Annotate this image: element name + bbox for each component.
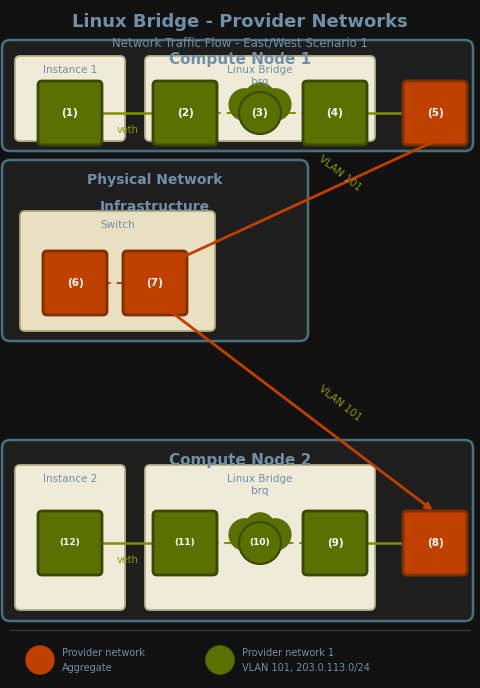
FancyBboxPatch shape [403, 81, 467, 145]
Text: Network Traffic Flow - East/West Scenario 1: Network Traffic Flow - East/West Scenari… [112, 36, 368, 49]
FancyBboxPatch shape [153, 511, 217, 575]
Circle shape [26, 646, 54, 674]
FancyBboxPatch shape [145, 56, 375, 141]
Circle shape [245, 83, 275, 112]
Text: veth: veth [117, 125, 138, 135]
Text: (4): (4) [326, 108, 343, 118]
Text: (11): (11) [175, 539, 195, 548]
Text: (1): (1) [61, 108, 78, 118]
FancyBboxPatch shape [2, 40, 473, 151]
Text: Switch: Switch [100, 220, 135, 230]
Text: (3): (3) [252, 108, 268, 118]
FancyBboxPatch shape [20, 211, 215, 331]
Text: Provider network 1: Provider network 1 [242, 648, 334, 658]
Text: Linux Bridge
brq: Linux Bridge brq [227, 65, 293, 87]
Circle shape [239, 92, 281, 134]
Text: Aggregate: Aggregate [62, 663, 113, 673]
FancyBboxPatch shape [15, 56, 125, 141]
Text: (6): (6) [67, 278, 84, 288]
Circle shape [259, 519, 291, 550]
Text: VLAN 101: VLAN 101 [317, 383, 363, 422]
FancyBboxPatch shape [123, 251, 187, 315]
FancyBboxPatch shape [2, 440, 473, 621]
Circle shape [206, 646, 234, 674]
Text: VLAN 101: VLAN 101 [317, 153, 363, 193]
Text: VLAN 101, 203.0.113.0/24: VLAN 101, 203.0.113.0/24 [242, 663, 370, 673]
Circle shape [259, 89, 291, 120]
Text: (10): (10) [250, 539, 270, 548]
FancyBboxPatch shape [403, 511, 467, 575]
Text: (7): (7) [146, 278, 163, 288]
Text: (2): (2) [177, 108, 193, 118]
Circle shape [239, 522, 281, 564]
Text: Infrastructure: Infrastructure [100, 200, 210, 214]
Text: Physical Network: Physical Network [87, 173, 223, 187]
Text: Compute Node 1: Compute Node 1 [169, 52, 311, 67]
Text: Linux Bridge - Provider Networks: Linux Bridge - Provider Networks [72, 13, 408, 31]
Text: (9): (9) [327, 538, 343, 548]
FancyBboxPatch shape [153, 81, 217, 145]
Text: (5): (5) [427, 108, 444, 118]
FancyBboxPatch shape [145, 465, 375, 610]
Text: Linux Bridge
brq: Linux Bridge brq [227, 474, 293, 495]
Circle shape [229, 89, 261, 120]
FancyBboxPatch shape [2, 160, 308, 341]
Text: Instance 2: Instance 2 [43, 474, 97, 484]
FancyBboxPatch shape [38, 511, 102, 575]
Text: Instance 1: Instance 1 [43, 65, 97, 75]
Text: (8): (8) [427, 538, 444, 548]
FancyBboxPatch shape [15, 465, 125, 610]
Text: veth: veth [117, 555, 138, 565]
FancyBboxPatch shape [43, 251, 107, 315]
Circle shape [229, 519, 261, 550]
Text: Compute Node 2: Compute Node 2 [169, 453, 311, 468]
Circle shape [245, 513, 275, 542]
FancyBboxPatch shape [303, 81, 367, 145]
FancyBboxPatch shape [303, 511, 367, 575]
Text: (12): (12) [60, 539, 80, 548]
FancyBboxPatch shape [38, 81, 102, 145]
Text: Provider network: Provider network [62, 648, 145, 658]
